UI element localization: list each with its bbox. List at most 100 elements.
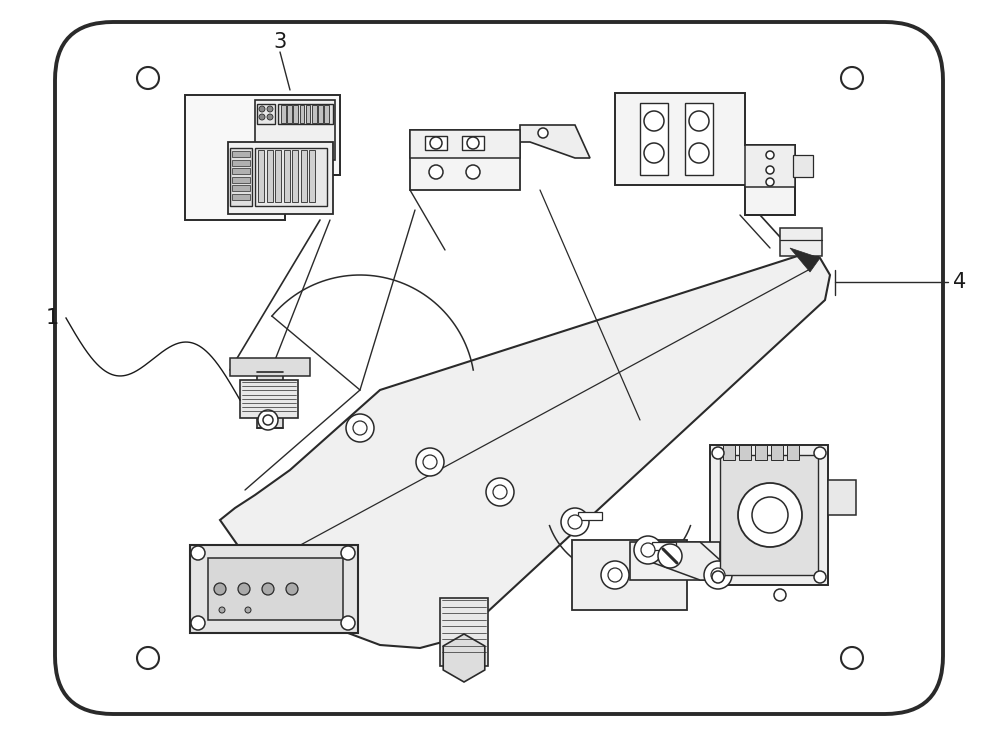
Bar	[255, 100, 335, 160]
Circle shape	[644, 111, 664, 131]
Bar	[640, 103, 668, 175]
Circle shape	[601, 561, 629, 589]
Bar	[208, 558, 343, 620]
Bar	[787, 445, 799, 460]
Bar	[257, 104, 275, 124]
Bar	[440, 598, 488, 666]
Polygon shape	[443, 634, 485, 682]
Circle shape	[258, 410, 278, 430]
Circle shape	[766, 166, 774, 174]
Bar	[425, 136, 447, 150]
Circle shape	[267, 106, 273, 112]
Circle shape	[259, 106, 265, 112]
Circle shape	[353, 421, 367, 435]
Circle shape	[486, 478, 514, 506]
Bar	[410, 130, 520, 158]
Bar	[230, 358, 310, 376]
Bar	[232, 151, 250, 157]
Circle shape	[467, 137, 479, 149]
Circle shape	[689, 143, 709, 163]
Circle shape	[259, 114, 265, 120]
Text: 1: 1	[45, 308, 59, 328]
Bar	[278, 104, 333, 124]
Circle shape	[262, 583, 274, 595]
Bar	[287, 105, 292, 123]
Bar	[793, 155, 813, 177]
Bar	[300, 150, 306, 202]
Polygon shape	[578, 512, 602, 520]
Bar	[630, 542, 720, 580]
Circle shape	[634, 536, 662, 564]
Polygon shape	[640, 542, 720, 580]
Circle shape	[341, 616, 355, 630]
Circle shape	[711, 568, 725, 582]
Circle shape	[238, 583, 250, 595]
Circle shape	[841, 647, 863, 669]
Circle shape	[774, 589, 786, 601]
Bar	[232, 194, 250, 199]
Bar	[275, 150, 281, 202]
Polygon shape	[790, 248, 820, 272]
Circle shape	[704, 561, 732, 589]
Bar	[300, 105, 304, 123]
Circle shape	[608, 568, 622, 582]
Bar	[284, 150, 290, 202]
Bar	[828, 480, 856, 515]
Text: 3: 3	[273, 32, 287, 52]
Bar	[739, 445, 751, 460]
Circle shape	[191, 616, 205, 630]
Bar	[240, 380, 298, 418]
Circle shape	[263, 415, 273, 425]
Bar	[723, 445, 735, 460]
Bar	[255, 148, 327, 206]
Circle shape	[641, 543, 655, 557]
Polygon shape	[185, 95, 340, 220]
Circle shape	[658, 544, 682, 568]
Circle shape	[738, 483, 802, 547]
Bar	[258, 150, 264, 202]
Circle shape	[712, 447, 724, 459]
Bar	[410, 130, 520, 190]
Bar	[293, 105, 298, 123]
Bar	[309, 150, 315, 202]
Bar	[755, 445, 767, 460]
Bar	[228, 142, 333, 214]
Circle shape	[766, 151, 774, 159]
Bar	[720, 455, 818, 575]
Circle shape	[841, 67, 863, 89]
Circle shape	[137, 647, 159, 669]
Bar	[190, 545, 358, 633]
Polygon shape	[220, 252, 830, 648]
Bar	[685, 103, 713, 175]
Circle shape	[568, 515, 582, 529]
Circle shape	[814, 447, 826, 459]
Bar	[462, 136, 484, 150]
Circle shape	[286, 583, 298, 595]
Bar	[292, 150, 298, 202]
Circle shape	[493, 485, 507, 499]
Bar	[745, 145, 795, 187]
Circle shape	[689, 111, 709, 131]
Circle shape	[752, 497, 788, 533]
Circle shape	[429, 165, 443, 179]
FancyBboxPatch shape	[55, 22, 943, 714]
Bar	[281, 105, 286, 123]
Bar	[572, 540, 687, 610]
Circle shape	[416, 448, 444, 476]
Circle shape	[538, 128, 548, 138]
Text: 4: 4	[953, 272, 967, 292]
Bar	[312, 105, 316, 123]
Circle shape	[245, 607, 251, 613]
Polygon shape	[520, 125, 590, 158]
Bar	[232, 177, 250, 183]
Bar	[257, 372, 283, 428]
Bar	[230, 148, 252, 206]
Circle shape	[561, 508, 589, 536]
Bar	[324, 105, 329, 123]
Circle shape	[341, 546, 355, 560]
Circle shape	[466, 165, 480, 179]
Circle shape	[814, 571, 826, 583]
Bar	[266, 150, 272, 202]
Bar	[771, 445, 783, 460]
Circle shape	[423, 455, 437, 469]
